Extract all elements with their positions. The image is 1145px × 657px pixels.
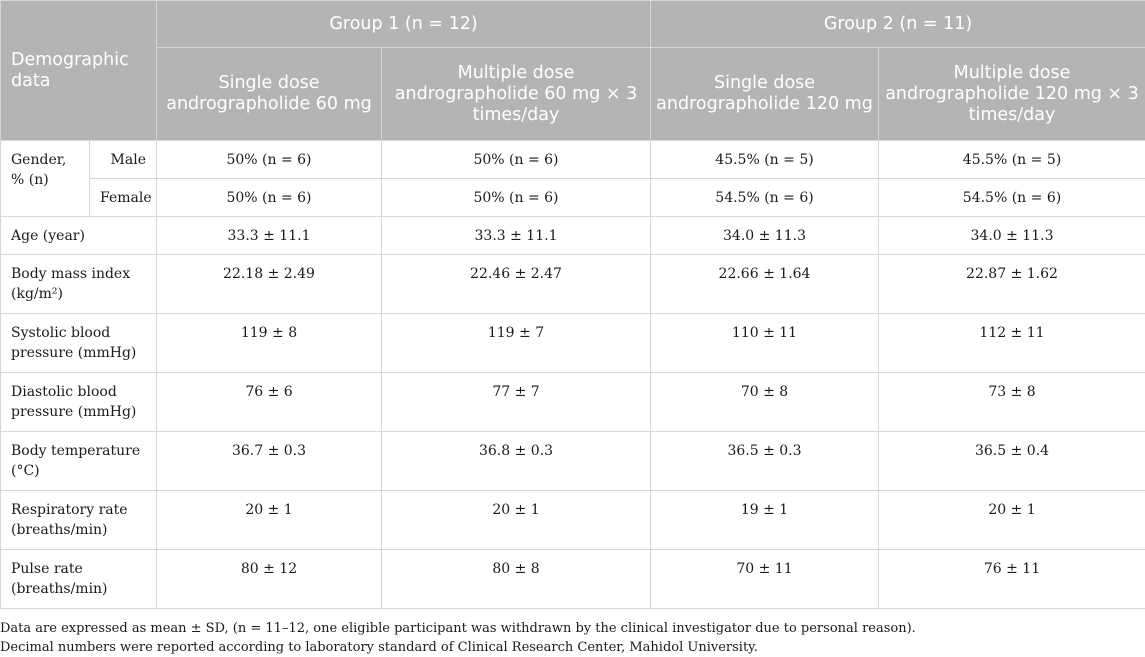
table-cell: 50% (n = 6) <box>381 178 651 217</box>
table-cell: 80 ± 8 <box>381 549 651 609</box>
demographic-data-header: Demographic data <box>0 0 157 141</box>
table-cell: 33.3 ± 11.1 <box>156 216 382 255</box>
table-row: Female 50% (n = 6) 50% (n = 6) 54.5% (n … <box>1 178 1145 217</box>
table-row: Gender, % (n) Male 50% (n = 6) 50% (n = … <box>0 140 1145 217</box>
table-cell: 73 ± 8 <box>878 372 1145 432</box>
row-label-bmi: Body mass index (kg/m²) <box>0 254 157 314</box>
table-row: Body temperature (°C) 36.7 ± 0.3 36.8 ± … <box>0 431 1145 491</box>
table-cell: 22.66 ± 1.64 <box>650 254 879 314</box>
table-cell: 34.0 ± 11.3 <box>878 216 1145 255</box>
table-row: Age (year) 33.3 ± 11.1 33.3 ± 11.1 34.0 … <box>0 216 1145 255</box>
table-cell: 33.3 ± 11.1 <box>381 216 651 255</box>
table-cell: 70 ± 11 <box>650 549 879 609</box>
row-sublabel-female: Female <box>89 178 157 217</box>
table-cell: 36.8 ± 0.3 <box>381 431 651 491</box>
table-cell: 20 ± 1 <box>878 490 1145 550</box>
table-cell: 54.5% (n = 6) <box>878 178 1145 217</box>
row-label-age: Age (year) <box>0 216 157 255</box>
table-row: Systolic blood pressure (mmHg) 119 ± 8 1… <box>0 313 1145 373</box>
table-footnote: Decimal numbers were reported according … <box>0 640 758 655</box>
table-footnote: Data are expressed as mean ± SD, (n = 11… <box>0 621 916 636</box>
row-label-respiratory: Respiratory rate (breaths/min) <box>0 490 157 550</box>
row-label-gender: Gender, % (n) <box>0 140 90 217</box>
table-cell: 36.5 ± 0.4 <box>878 431 1145 491</box>
table-cell: 20 ± 1 <box>156 490 382 550</box>
row-label-systolic: Systolic blood pressure (mmHg) <box>0 313 157 373</box>
table-row: Pulse rate (breaths/min) 80 ± 12 80 ± 8 … <box>0 549 1145 609</box>
row-sublabel-male: Male <box>89 140 157 179</box>
table-cell: 54.5% (n = 6) <box>650 178 879 217</box>
row-label-diastolic: Diastolic blood pressure (mmHg) <box>0 372 157 432</box>
table-cell: 76 ± 11 <box>878 549 1145 609</box>
table-cell: 22.87 ± 1.62 <box>878 254 1145 314</box>
column-header: Multiple dose andrographolide 60 mg × 3 … <box>381 47 651 141</box>
table-row: Body mass index (kg/m²) 22.18 ± 2.49 22.… <box>0 254 1145 314</box>
column-header: Single dose andrographolide 60 mg <box>156 47 382 141</box>
table-notes: Data are expressed as mean ± SD, (n = 11… <box>0 619 916 657</box>
table-cell: 77 ± 7 <box>381 372 651 432</box>
table-cell: 19 ± 1 <box>650 490 879 550</box>
row-label-pulse: Pulse rate (breaths/min) <box>0 549 157 609</box>
table-cell: 50% (n = 6) <box>156 140 382 179</box>
table-cell: 110 ± 11 <box>650 313 879 373</box>
table-cell: 70 ± 8 <box>650 372 879 432</box>
table-cell: 119 ± 8 <box>156 313 382 373</box>
column-header: Single dose andrographolide 120 mg <box>650 47 879 141</box>
table-cell: 34.0 ± 11.3 <box>650 216 879 255</box>
table-cell: 20 ± 1 <box>381 490 651 550</box>
column-header: Multiple dose andrographolide 120 mg × 3… <box>878 47 1145 141</box>
table-cell: 80 ± 12 <box>156 549 382 609</box>
table-cell: 119 ± 7 <box>381 313 651 373</box>
table-cell: 36.5 ± 0.3 <box>650 431 879 491</box>
table-cell: 36.7 ± 0.3 <box>156 431 382 491</box>
table-cell: 22.18 ± 2.49 <box>156 254 382 314</box>
table-row: Respiratory rate (breaths/min) 20 ± 1 20… <box>0 490 1145 550</box>
table-cell: 112 ± 11 <box>878 313 1145 373</box>
demographic-table: Demographic data Group 1 (n = 12) Group … <box>0 0 1145 609</box>
table-cell: 50% (n = 6) <box>381 140 651 179</box>
table-cell: 76 ± 6 <box>156 372 382 432</box>
row-label-temperature: Body temperature (°C) <box>0 431 157 491</box>
group2-header: Group 2 (n = 11) <box>650 0 1145 48</box>
table-cell: 45.5% (n = 5) <box>650 140 879 179</box>
table-cell: 45.5% (n = 5) <box>878 140 1145 179</box>
table-row: Diastolic blood pressure (mmHg) 76 ± 6 7… <box>0 372 1145 432</box>
table-cell: 22.46 ± 2.47 <box>381 254 651 314</box>
table-cell: 50% (n = 6) <box>156 178 382 217</box>
group1-header: Group 1 (n = 12) <box>156 0 651 48</box>
